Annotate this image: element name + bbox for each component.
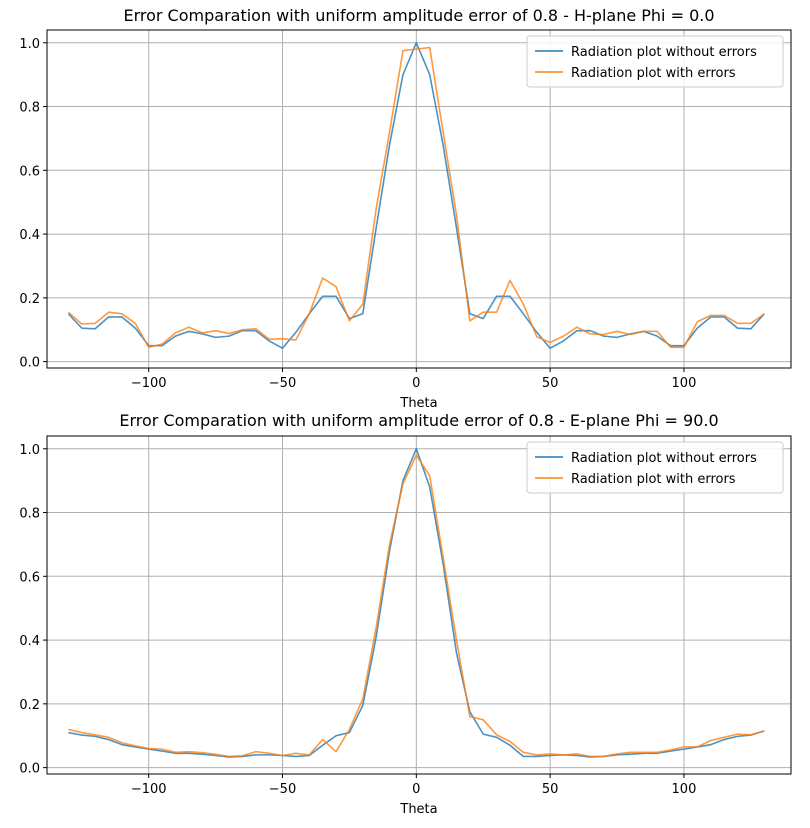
x-tick-label: −100 [131, 782, 167, 797]
plot-frame [46, 29, 792, 369]
x-tick-label: −50 [269, 782, 296, 797]
legend-label: Radiation plot without errors [571, 45, 757, 60]
x-axis-label: Theta [399, 396, 437, 411]
x-tick-label: −50 [269, 376, 296, 391]
series-line-with-errors [67, 46, 765, 349]
x-tick-label: 100 [672, 782, 697, 797]
y-tick-label: 0.4 [19, 228, 40, 243]
series-line-without-errors [68, 447, 765, 758]
x-tick-label: −100 [131, 376, 167, 391]
x-tick-label: 100 [672, 376, 697, 391]
chart-title: Error Comparation with uniform amplitude… [119, 411, 718, 430]
y-tick-label: 0.8 [19, 507, 40, 522]
legend-box [526, 441, 784, 494]
legend: Radiation plot without errors Radiation p… [526, 441, 784, 494]
legend-label: Radiation plot without errors [571, 451, 757, 466]
y-tick-label: 0.6 [19, 164, 40, 179]
legend-label: Radiation plot with errors [571, 66, 736, 81]
y-tick-label: 0.0 [19, 356, 40, 371]
x-tick-label: 0 [412, 782, 420, 797]
chart-panel-2: Error Comparation with uniform amplitude… [19, 411, 792, 817]
series-line-with-errors [68, 454, 765, 758]
y-tick-label: 0.0 [19, 762, 40, 777]
x-tick-label: 0 [412, 376, 420, 391]
y-tick-label: 0.4 [19, 634, 40, 649]
x-axis-label: Theta [399, 802, 437, 817]
y-tick-label: 0.2 [19, 292, 40, 307]
x-tick-label: 50 [542, 782, 559, 797]
chart-panel-1: Error Comparation with uniform amplitude… [19, 6, 792, 411]
plot-frame [46, 435, 792, 775]
x-tick-label: 50 [542, 376, 559, 391]
legend-box [526, 35, 784, 88]
chart-title: Error Comparation with uniform amplitude… [123, 6, 714, 25]
series-line-without-errors [67, 41, 765, 350]
y-tick-label: 0.8 [19, 101, 40, 116]
legend-label: Radiation plot with errors [571, 472, 736, 487]
y-tick-label: 0.2 [19, 698, 40, 713]
y-tick-label: 0.6 [19, 570, 40, 585]
legend: Radiation plot without errors Radiation p… [526, 35, 784, 88]
y-tick-label: 1.0 [19, 443, 40, 458]
y-tick-label: 1.0 [19, 37, 40, 52]
